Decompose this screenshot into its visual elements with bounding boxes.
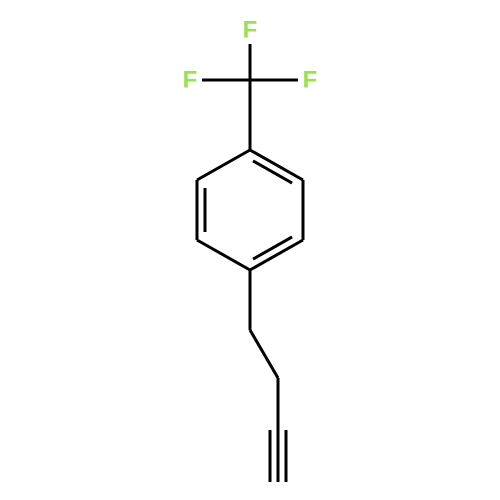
atom-label-f: F xyxy=(183,67,198,94)
atom-label-f: F xyxy=(303,67,318,94)
atom-label-f: F xyxy=(243,17,258,44)
molecule-diagram: F F F xyxy=(0,0,500,500)
